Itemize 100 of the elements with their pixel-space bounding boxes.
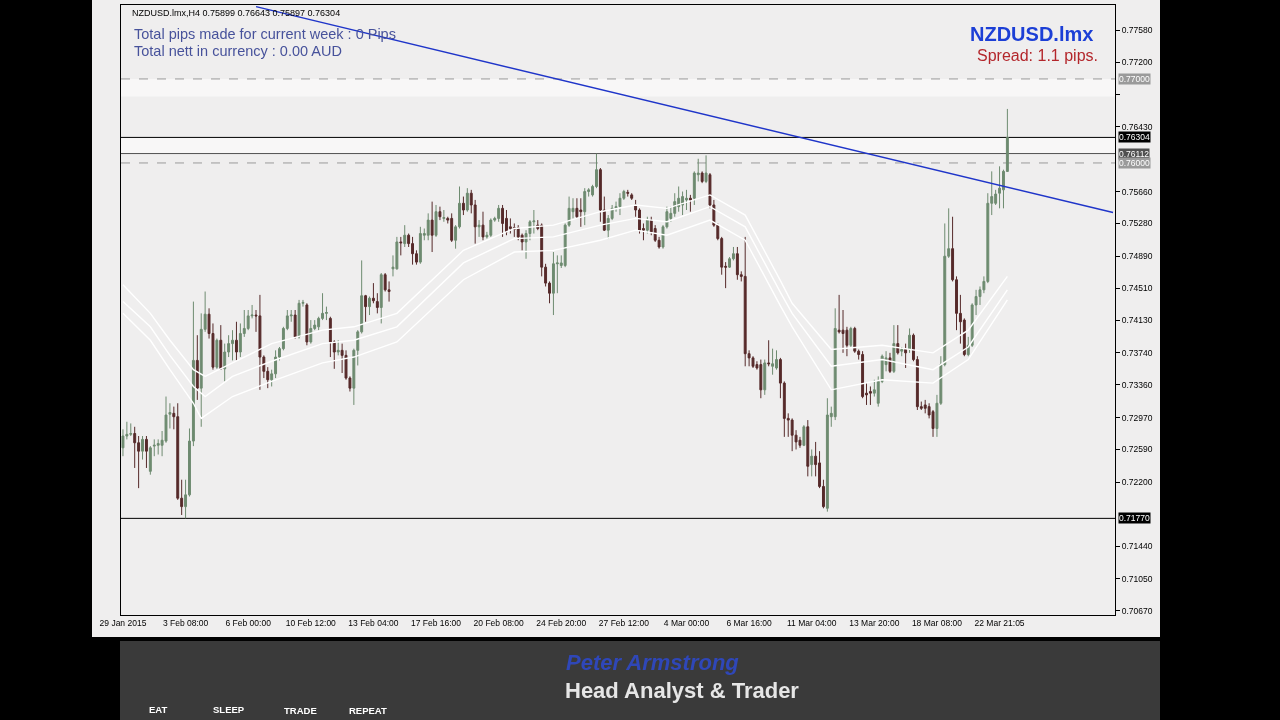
candlestick bbox=[743, 236, 747, 367]
y-tick-label: 0.74130 bbox=[1121, 315, 1153, 326]
candlestick bbox=[630, 192, 634, 201]
candlestick bbox=[442, 209, 446, 223]
candlestick bbox=[403, 224, 407, 248]
candlestick bbox=[399, 236, 403, 256]
candlestick bbox=[790, 417, 794, 452]
line-series bbox=[122, 205, 1009, 398]
candlestick bbox=[579, 197, 583, 228]
candlestick bbox=[450, 212, 454, 243]
candlestick bbox=[426, 212, 430, 241]
candlestick bbox=[704, 154, 708, 184]
candlestick bbox=[438, 206, 442, 221]
ref-line-label: 0.71770 bbox=[1119, 513, 1150, 523]
x-tick-label: 10 Feb 12:00 bbox=[285, 618, 337, 629]
candlestick bbox=[364, 294, 368, 323]
candlestick bbox=[293, 309, 297, 340]
annotation: Total nett in currency : 0.00 AUD bbox=[134, 43, 342, 59]
candlestick bbox=[735, 246, 739, 281]
candlestick bbox=[896, 324, 900, 356]
x-tick-label: 24 Feb 20:00 bbox=[536, 618, 587, 629]
ref-line-label: 0.76304 bbox=[1119, 132, 1150, 142]
x-tick-label: 3 Feb 08:00 bbox=[162, 618, 209, 629]
candlestick bbox=[465, 187, 469, 213]
candlestick bbox=[759, 359, 763, 399]
text: EAT bbox=[149, 704, 168, 715]
candlestick bbox=[888, 352, 892, 374]
y-tick-label: 0.74510 bbox=[1121, 283, 1153, 294]
candlestick bbox=[767, 339, 771, 367]
candlestick bbox=[806, 419, 810, 477]
candlestick bbox=[371, 282, 375, 304]
text: SLEEP bbox=[213, 704, 245, 715]
candlestick bbox=[618, 192, 622, 216]
candlestick bbox=[700, 170, 704, 184]
y-tick-label: 0.72970 bbox=[1121, 412, 1153, 423]
candlestick bbox=[771, 348, 775, 376]
candlestick bbox=[551, 251, 555, 316]
candlestick bbox=[685, 189, 688, 211]
candlestick bbox=[904, 343, 908, 369]
candlestick bbox=[375, 292, 379, 314]
x-tick-label: 18 Mar 08:00 bbox=[911, 618, 963, 629]
line-series bbox=[122, 194, 1009, 378]
candlestick bbox=[825, 397, 829, 513]
y-tick-label: 0.73740 bbox=[1121, 347, 1153, 358]
candlestick bbox=[434, 204, 438, 238]
y-tick-label: 0.73360 bbox=[1121, 379, 1153, 390]
candlestick bbox=[505, 209, 508, 236]
candlestick bbox=[501, 204, 505, 238]
ref-line-label: 0.76112 bbox=[1119, 149, 1150, 159]
x-tick-label: 22 Mar 21:05 bbox=[974, 618, 1025, 629]
y-tick-label: 0.75280 bbox=[1121, 218, 1153, 229]
candlestick bbox=[258, 294, 262, 391]
y-tick-label: 0.76430 bbox=[1121, 121, 1153, 132]
candlestick bbox=[677, 185, 681, 213]
candlestick bbox=[849, 326, 853, 348]
x-tick-label: 4 Mar 00:00 bbox=[663, 618, 710, 629]
candlestick bbox=[688, 194, 692, 213]
ref-line-label: 0.76000 bbox=[1119, 158, 1150, 168]
candlestick bbox=[998, 165, 1002, 209]
candlestick bbox=[144, 435, 148, 469]
text: Peter Armstrong bbox=[566, 650, 740, 675]
x-tick-label: 27 Feb 12:00 bbox=[598, 618, 650, 629]
x-tick-label: 13 Mar 20:00 bbox=[849, 618, 900, 629]
ref-line-label: 0.77000 bbox=[1119, 74, 1150, 84]
y-tick-label: 0.71050 bbox=[1121, 573, 1153, 584]
candlestick bbox=[231, 329, 234, 361]
annotation: NZDUSD.lmx bbox=[970, 23, 1094, 45]
candlestick bbox=[215, 338, 219, 370]
candlestick bbox=[148, 445, 152, 476]
candlestick bbox=[129, 422, 133, 437]
candlestick bbox=[430, 201, 434, 253]
candlestick bbox=[775, 349, 778, 371]
candlestick bbox=[908, 327, 912, 354]
candlestick bbox=[234, 321, 238, 361]
candlestick bbox=[379, 272, 383, 324]
y-tick-label: 0.72200 bbox=[1121, 477, 1153, 488]
candlestick bbox=[481, 211, 485, 241]
candlestick bbox=[645, 216, 649, 235]
text: TRADE bbox=[284, 705, 317, 716]
candlestick bbox=[497, 204, 501, 223]
y-tick-label: 0.74890 bbox=[1121, 251, 1153, 262]
candlestick bbox=[583, 187, 587, 226]
candlestick bbox=[477, 219, 481, 238]
candlestick bbox=[868, 385, 872, 406]
y-tick-label: 0.70670 bbox=[1121, 605, 1153, 616]
annotation: Spread: 1.1 pips. bbox=[977, 47, 1098, 64]
candlestick bbox=[195, 334, 199, 401]
candlestick bbox=[305, 302, 309, 346]
x-tick-label: 17 Feb 16:00 bbox=[410, 618, 462, 629]
y-tick-label: 0.71440 bbox=[1121, 541, 1153, 552]
y-tick-label: 0.77580 bbox=[1121, 25, 1153, 36]
candlestick bbox=[810, 448, 814, 477]
text: Head Analyst & Trader bbox=[565, 678, 800, 703]
x-tick-label: 20 Feb 08:00 bbox=[473, 618, 524, 629]
candlestick bbox=[626, 189, 630, 198]
x-tick-label: 11 Mar 04:00 bbox=[786, 618, 837, 629]
candlestick bbox=[309, 319, 313, 345]
candlestick bbox=[411, 236, 415, 266]
y-tick-label: 0.77200 bbox=[1121, 57, 1153, 68]
x-tick-label: 29 Jan 2015 bbox=[99, 618, 147, 629]
